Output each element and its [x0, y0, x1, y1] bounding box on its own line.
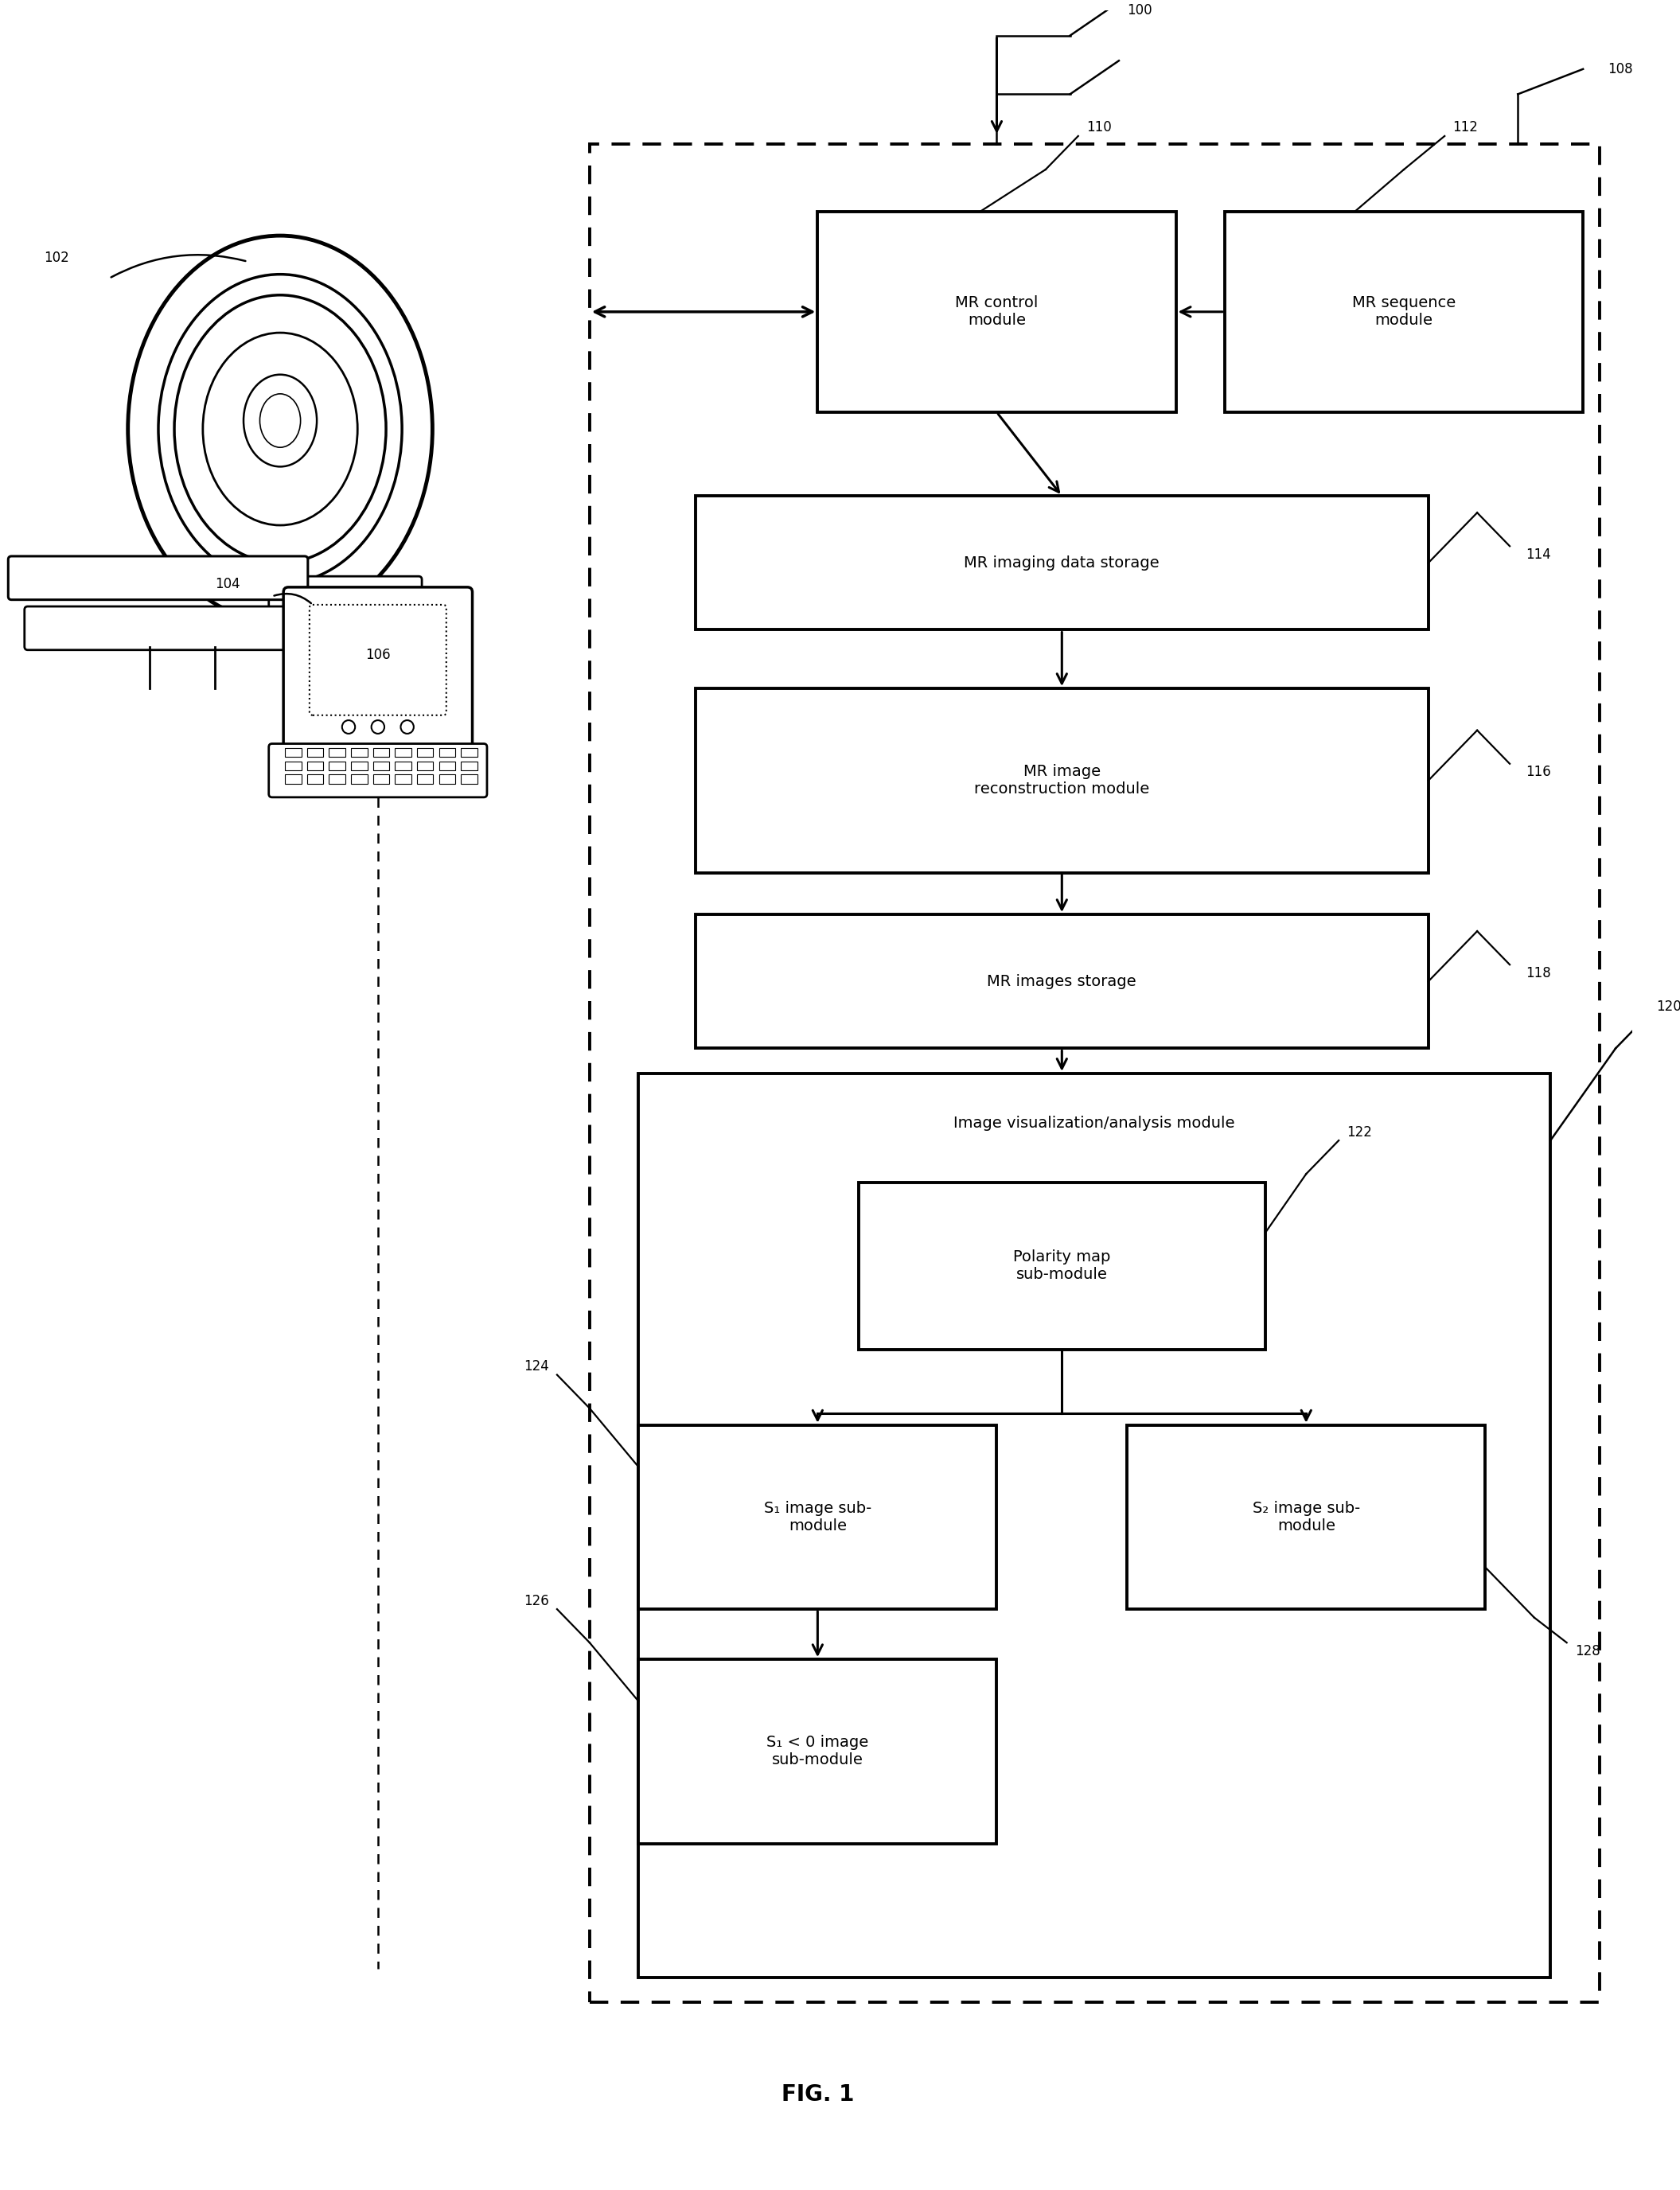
Bar [395, 747, 412, 758]
Bar [329, 762, 346, 771]
Bar [351, 775, 368, 784]
Ellipse shape [175, 296, 386, 563]
Text: 126: 126 [524, 1594, 549, 1607]
Text: 120: 120 [1656, 999, 1680, 1014]
Text: S₂ image sub-
module: S₂ image sub- module [1252, 1500, 1361, 1533]
Bar [286, 775, 301, 784]
Text: 106: 106 [365, 648, 390, 661]
Text: 122: 122 [1347, 1126, 1373, 1139]
Bar [438, 747, 455, 758]
Text: 118: 118 [1525, 966, 1551, 981]
Text: FIG. 1: FIG. 1 [781, 2083, 853, 2107]
Text: MR sequence
module: MR sequence module [1352, 296, 1455, 328]
Bar [373, 775, 390, 784]
Bar [286, 747, 301, 758]
Text: 108: 108 [1608, 61, 1633, 77]
FancyBboxPatch shape [8, 556, 307, 600]
Text: 102: 102 [44, 250, 69, 265]
Text: 112: 112 [1453, 120, 1478, 136]
Bar [329, 775, 346, 784]
Circle shape [402, 721, 413, 734]
Text: 104: 104 [215, 576, 240, 591]
Bar [373, 747, 390, 758]
Ellipse shape [158, 274, 402, 585]
Bar [329, 747, 346, 758]
Bar [286, 762, 301, 771]
Bar [696, 495, 1428, 631]
FancyBboxPatch shape [269, 576, 422, 609]
Bar [395, 775, 412, 784]
FancyBboxPatch shape [25, 607, 292, 650]
Bar [638, 1426, 996, 1610]
Text: 114: 114 [1525, 548, 1551, 561]
Text: 124: 124 [524, 1360, 549, 1373]
Bar [307, 775, 323, 784]
Circle shape [371, 721, 385, 734]
Bar [460, 747, 477, 758]
Text: MR image
reconstruction module: MR image reconstruction module [974, 764, 1149, 797]
Bar [307, 762, 323, 771]
Bar [460, 775, 477, 784]
Bar [395, 762, 412, 771]
Text: MR imaging data storage: MR imaging data storage [964, 556, 1159, 569]
Bar [696, 915, 1428, 1049]
Ellipse shape [244, 374, 318, 466]
Bar [590, 145, 1599, 2002]
Text: 116: 116 [1525, 764, 1551, 780]
Text: 128: 128 [1574, 1645, 1599, 1658]
Text: MR images storage: MR images storage [988, 975, 1137, 990]
Ellipse shape [203, 333, 358, 526]
FancyBboxPatch shape [309, 604, 447, 716]
Bar [417, 762, 433, 771]
FancyBboxPatch shape [284, 587, 472, 756]
Bar [460, 762, 477, 771]
Text: 100: 100 [1127, 4, 1152, 18]
Bar [351, 762, 368, 771]
Bar [373, 762, 390, 771]
Circle shape [343, 721, 354, 734]
Text: 110: 110 [1087, 120, 1112, 136]
Ellipse shape [260, 394, 301, 447]
Bar [696, 688, 1428, 872]
Bar [1225, 212, 1583, 412]
Bar [307, 747, 323, 758]
Text: Image visualization/analysis module: Image visualization/analysis module [954, 1115, 1235, 1130]
Bar [858, 1183, 1265, 1349]
Bar [1127, 1426, 1485, 1610]
Bar [638, 1660, 996, 1844]
Bar [818, 212, 1176, 412]
Ellipse shape [128, 237, 432, 622]
FancyBboxPatch shape [269, 745, 487, 797]
Bar [438, 775, 455, 784]
Text: Polarity map
sub-module: Polarity map sub-module [1013, 1250, 1110, 1283]
Text: MR control
module: MR control module [956, 296, 1038, 328]
Bar [638, 1073, 1551, 1978]
Text: S₁ < 0 image
sub-module: S₁ < 0 image sub-module [766, 1734, 869, 1767]
Bar [438, 762, 455, 771]
Text: S₁ image sub-
module: S₁ image sub- module [764, 1500, 872, 1533]
Bar [417, 747, 433, 758]
Bar [417, 775, 433, 784]
Bar [351, 747, 368, 758]
